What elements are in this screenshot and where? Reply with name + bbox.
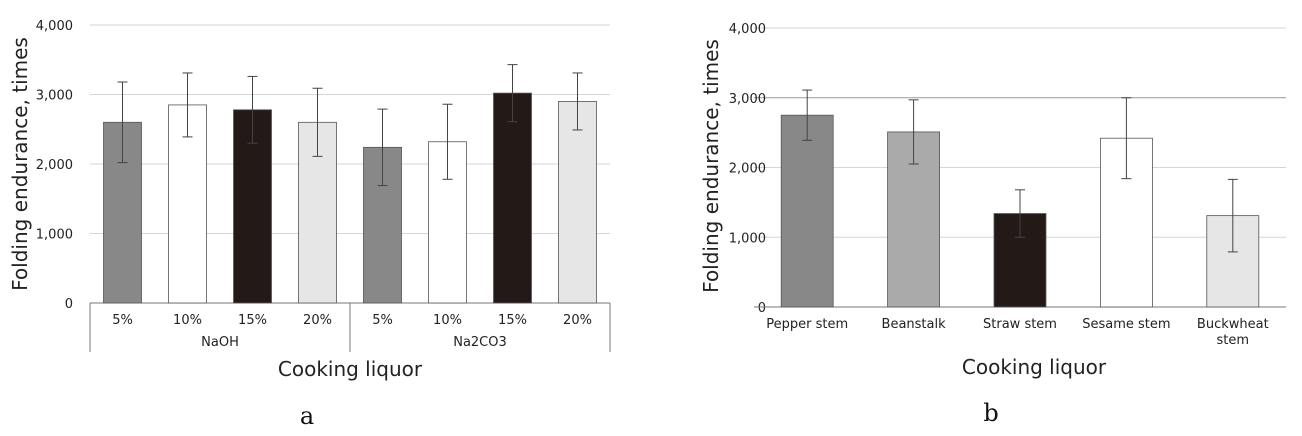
b-y-tick-label: 0 (758, 301, 766, 316)
b-x-tick-label: Sesame stem (1082, 317, 1170, 332)
b-y-tick-label: 4,000 (729, 22, 766, 37)
chart-b-panel-label: b (983, 399, 998, 427)
a-x-tick-label: 10% (173, 313, 202, 328)
chart-a-ylabel: Folding endurance, times (8, 37, 32, 291)
b-bar (780, 114, 834, 308)
b-y-tick-label: 1,000 (729, 231, 766, 246)
chart-a: Folding endurance, times Cooking liquor … (8, 19, 611, 430)
a-y-tick-label: 1,000 (36, 228, 73, 243)
a-bar (493, 92, 532, 304)
b-y-tick-label: 3,000 (729, 92, 766, 107)
a-x-tick-label: 15% (238, 313, 267, 328)
b-x-tick-label: Buckwheat stem (1197, 317, 1269, 348)
b-x-tick-label: Pepper stem (766, 317, 848, 332)
chart-b: Folding endurance, times Cooking liquor … (699, 22, 1286, 427)
a-x-tick-label: 20% (303, 313, 332, 328)
a-y-tick-label: 3,000 (36, 89, 73, 104)
a-y-tick-label: 0 (65, 297, 73, 312)
chart-a-xlabel: Cooking liquor (278, 357, 423, 381)
b-y-tick-label: 2,000 (729, 162, 766, 177)
chart-a-panel-label: a (300, 402, 314, 430)
a-group-label: NaOH (201, 335, 239, 350)
b-x-tick-label: Straw stem (983, 317, 1057, 332)
a-bar (558, 101, 597, 304)
b-x-tick-label: Beanstalk (882, 317, 947, 332)
a-group-label: Na2CO3 (453, 335, 507, 350)
a-x-tick-label: 15% (498, 313, 527, 328)
a-x-tick-label: 5% (112, 313, 133, 328)
a-x-tick-label: 10% (433, 313, 462, 328)
a-x-tick-label: 20% (563, 313, 592, 328)
chart-b-xlabel: Cooking liquor (962, 355, 1107, 379)
a-y-tick-label: 2,000 (36, 158, 73, 173)
a-bar (168, 104, 207, 304)
chart-b-ylabel: Folding endurance, times (699, 39, 723, 293)
a-y-tick-label: 4,000 (36, 19, 73, 34)
a-x-tick-label: 5% (372, 313, 393, 328)
